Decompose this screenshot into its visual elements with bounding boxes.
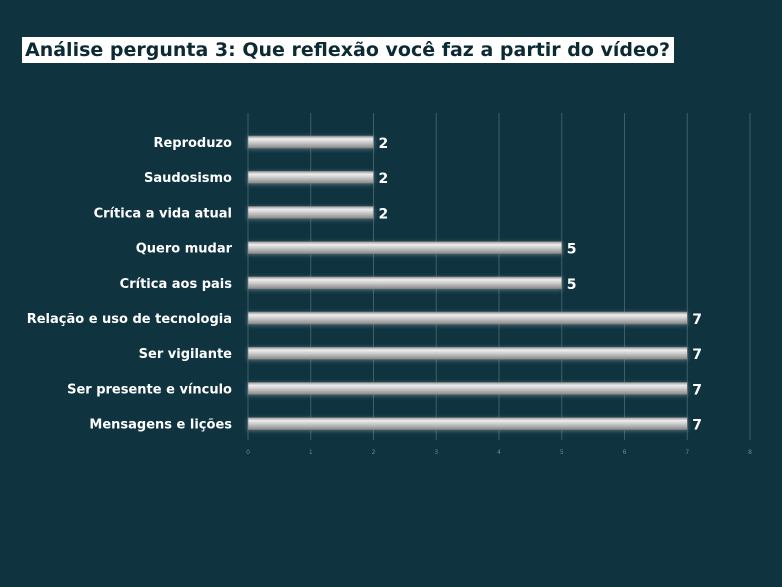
data-label: 5: [567, 242, 577, 258]
page-title: Análise pergunta 3: Que reflexão você fa…: [22, 37, 674, 63]
x-axis-ticks: 0 1 2 3 4 5 6 7 8: [246, 449, 752, 456]
bar: [247, 382, 688, 395]
data-label: 7: [692, 312, 702, 328]
x-tick-label: 6: [623, 449, 627, 456]
bar: [247, 206, 374, 219]
category-label: Crítica a vida atual: [94, 206, 232, 221]
x-tick-label: 5: [560, 449, 564, 456]
x-tick-label: 8: [748, 449, 752, 456]
category-label: Relação e uso de tecnologia: [27, 312, 232, 327]
bar: [247, 346, 688, 360]
bar: [247, 417, 688, 430]
category-label: Reproduzo: [153, 136, 232, 151]
bar: [247, 170, 374, 184]
data-label: 7: [692, 382, 702, 398]
x-tick-label: 7: [685, 449, 689, 456]
data-label: 7: [692, 418, 702, 434]
bar: [247, 135, 374, 149]
bar: [247, 241, 563, 254]
data-label: 2: [379, 136, 389, 152]
bar: [247, 276, 563, 290]
data-labels: 2 2 2 5 5 7 7 7 7: [379, 136, 703, 434]
category-labels: Reproduzo Saudosismo Crítica a vida atual Q…: [27, 136, 233, 433]
data-label: 7: [692, 347, 702, 363]
category-label: Ser vigilante: [139, 347, 233, 362]
category-label: Ser presente e vínculo: [67, 382, 232, 397]
x-tick-label: 2: [372, 449, 376, 456]
data-label: 5: [567, 277, 577, 293]
category-label: Saudosismo: [144, 171, 232, 186]
x-tick-label: 3: [434, 449, 438, 456]
category-label: Crítica aos pais: [120, 277, 233, 292]
x-tick-label: 4: [497, 449, 501, 456]
data-label: 2: [379, 206, 389, 222]
category-label: Quero mudar: [136, 242, 233, 257]
category-label: Mensagens e lições: [89, 418, 232, 433]
bar: [247, 311, 688, 325]
data-label: 2: [379, 171, 389, 187]
x-tick-label: 1: [309, 449, 313, 456]
x-tick-label: 0: [246, 449, 250, 456]
bars: [247, 135, 688, 430]
